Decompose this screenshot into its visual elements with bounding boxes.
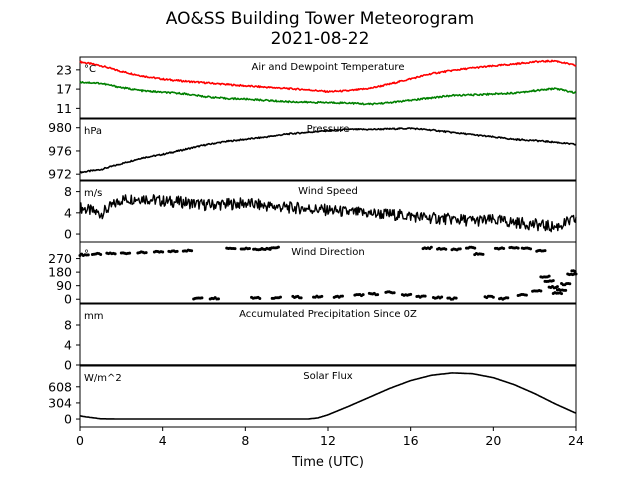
- direction-point: [409, 293, 412, 296]
- y-tick-label: 180: [48, 265, 72, 280]
- direction-point: [87, 253, 90, 256]
- direction-point: [161, 250, 164, 253]
- x-tick-label: 20: [485, 433, 501, 448]
- x-tick-label: 4: [159, 433, 167, 448]
- direction-point: [525, 294, 528, 297]
- y-tick-label: 23: [56, 62, 72, 77]
- direction-point: [277, 246, 280, 249]
- direction-point: [502, 247, 505, 250]
- chart-title: AO&SS Building Tower Meteorogram: [166, 9, 474, 29]
- panel-unit: hPa: [84, 126, 102, 137]
- direction-point: [200, 296, 203, 299]
- direction-point: [539, 290, 542, 293]
- direction-point: [556, 285, 559, 288]
- y-tick-label: 972: [48, 167, 72, 182]
- panel-title: Accumulated Precipitation Since 0Z: [239, 309, 417, 320]
- x-axis: 0 4 8 12 16 20 24: [76, 427, 584, 448]
- y-tick-label: 4: [64, 338, 72, 353]
- x-tick-label: 8: [241, 433, 249, 448]
- panel-title: Air and Dewpoint Temperature: [252, 62, 405, 73]
- y-tick-label: 270: [48, 251, 72, 266]
- x-tick-label: 24: [568, 433, 584, 448]
- direction-point: [258, 297, 261, 300]
- direction-point: [455, 297, 458, 300]
- x-tick-label: 12: [320, 433, 336, 448]
- direction-point: [548, 275, 551, 278]
- direction-point: [190, 249, 193, 252]
- direction-point: [248, 247, 251, 250]
- direction-point: [544, 249, 547, 252]
- y-tick-label: 17: [56, 82, 72, 97]
- y-tick-label: 304: [48, 395, 72, 410]
- direction-point: [99, 253, 102, 256]
- y-tick-label: 8: [64, 318, 72, 333]
- direction-point: [517, 247, 520, 250]
- direction-point: [393, 291, 396, 294]
- direction-point: [440, 296, 443, 299]
- y-tick-label: 4: [64, 205, 72, 220]
- series-line: [80, 195, 576, 232]
- direction-point: [574, 270, 577, 273]
- x-axis-label: Time (UTC): [291, 455, 364, 470]
- y-tick-label: 8: [64, 184, 72, 199]
- x-tick-label: 0: [76, 433, 84, 448]
- y-tick-label: 0: [64, 358, 72, 373]
- direction-point: [128, 252, 131, 255]
- direction-point: [279, 296, 282, 299]
- y-tick-label: 90: [56, 278, 72, 293]
- y-tick-label: 608: [48, 379, 72, 394]
- panel-5: 0 4 8 Accumulated Precipitation Since 0Z mm: [64, 304, 576, 373]
- panel-1: 11 17 23 Air and Dewpoint Temperature °C: [56, 57, 576, 118]
- panel-title: Wind Speed: [298, 186, 358, 197]
- direction-point: [320, 295, 323, 298]
- chart-subtitle: 2021-08-22: [271, 29, 370, 49]
- y-tick-label: 976: [48, 143, 72, 158]
- direction-point: [430, 246, 433, 249]
- panel-title: Wind Direction: [291, 247, 365, 258]
- y-tick-label: 0: [64, 227, 72, 242]
- direction-point: [492, 296, 495, 299]
- direction-point: [564, 289, 567, 292]
- y-tick-label: 11: [56, 101, 72, 116]
- panel-unit: m/s: [84, 188, 102, 199]
- direction-point: [444, 248, 447, 251]
- direction-point: [560, 292, 563, 295]
- y-tick-label: 0: [64, 292, 72, 307]
- direction-point: [176, 250, 179, 253]
- direction-point: [362, 293, 365, 296]
- panel-unit: mm: [84, 311, 103, 322]
- direction-point: [234, 247, 237, 250]
- y-tick-label: 980: [48, 120, 72, 135]
- panel-2: 972 976 980 Pressure hPa: [48, 119, 576, 182]
- direction-point: [341, 295, 344, 298]
- direction-point: [300, 296, 303, 299]
- x-tick-label: 16: [403, 433, 419, 448]
- panel-unit: W/m^2: [84, 373, 122, 384]
- panel-3: 0 4 8 Wind Speed m/s: [64, 181, 576, 242]
- direction-point: [217, 297, 220, 300]
- panel-unit: °C: [84, 64, 96, 75]
- direction-point: [552, 279, 555, 282]
- direction-point: [145, 251, 148, 254]
- panel-title: Solar Flux: [303, 371, 353, 382]
- direction-point: [568, 282, 571, 285]
- direction-point: [424, 295, 427, 298]
- direction-point: [459, 247, 462, 250]
- y-tick-label: 0: [64, 412, 72, 427]
- panels-group: 11 17 23 Air and Dewpoint Temperature °C 972 9…: [48, 57, 577, 427]
- direction-point: [482, 253, 485, 256]
- direction-point: [473, 247, 476, 250]
- direction-point: [506, 296, 509, 299]
- direction-point: [529, 247, 532, 250]
- direction-point: [376, 293, 379, 296]
- direction-point: [114, 252, 117, 255]
